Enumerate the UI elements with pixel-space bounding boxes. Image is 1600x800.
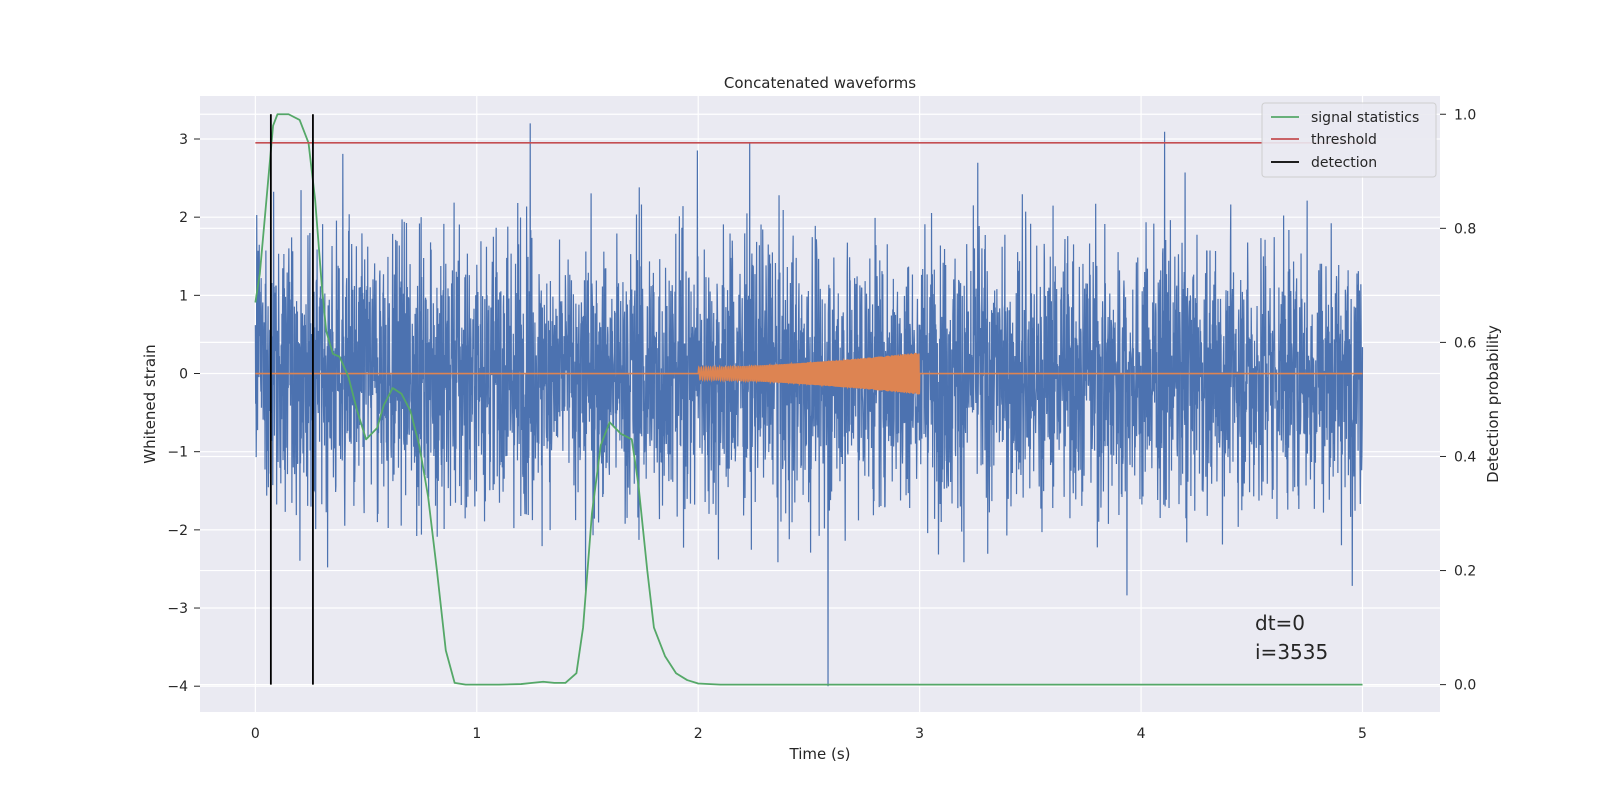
y2-tick-label: 1.0 — [1454, 107, 1476, 123]
legend: signal statistics threshold detection — [1261, 102, 1437, 178]
y2-tick-label: 0.8 — [1454, 221, 1476, 237]
strain-series — [254, 123, 1364, 687]
y2-tick-label: 0.6 — [1454, 335, 1476, 351]
y2-tick-label: 0.0 — [1454, 678, 1476, 694]
y-tick-label: −1 — [167, 445, 188, 461]
axis-ticks: 0 1 2 3 4 5 −4 −3 −2 −1 0 1 2 3 0.0 0.2 0.4 0.6 0.8 1.0 — [167, 107, 1476, 742]
y-tick-label: 0 — [179, 367, 188, 383]
x-tick-label: 2 — [694, 726, 703, 742]
legend-box — [1261, 102, 1437, 178]
x-tick-label: 3 — [915, 726, 924, 742]
y2-tick-label: 0.2 — [1454, 564, 1476, 580]
legend-label-threshold: threshold — [1311, 132, 1377, 148]
chart-title: Concatenated waveforms — [724, 74, 916, 92]
y2-axis-label: Detection probability — [1484, 325, 1502, 483]
x-tick-label: 0 — [251, 726, 260, 742]
x-tick-label: 1 — [472, 726, 481, 742]
x-tick-label: 4 — [1137, 726, 1146, 742]
x-tick-label: 5 — [1358, 726, 1367, 742]
y-tick-label: 1 — [179, 288, 188, 304]
y-tick-label: −3 — [167, 601, 188, 617]
strain-line — [254, 123, 1364, 687]
x-axis-label: Time (s) — [789, 745, 851, 763]
overlay-series — [254, 113, 1370, 686]
annotation-i: i=3535 — [1255, 640, 1328, 664]
waveform-series — [255, 352, 1363, 395]
y-tick-label: −2 — [167, 523, 188, 539]
y2-tick-label: 0.4 — [1454, 449, 1476, 465]
legend-label-signal-statistics: signal statistics — [1311, 110, 1419, 126]
signal-statistics-line — [254, 113, 1363, 686]
legend-label-detection: detection — [1311, 155, 1377, 171]
y-tick-label: 2 — [179, 210, 188, 226]
y-tick-label: −4 — [167, 679, 188, 695]
y-axis-label: Whitened strain — [141, 344, 159, 463]
annotation-dt: dt=0 — [1255, 611, 1305, 635]
y-tick-label: 3 — [179, 132, 188, 148]
waveform-chirp-line — [697, 352, 921, 395]
